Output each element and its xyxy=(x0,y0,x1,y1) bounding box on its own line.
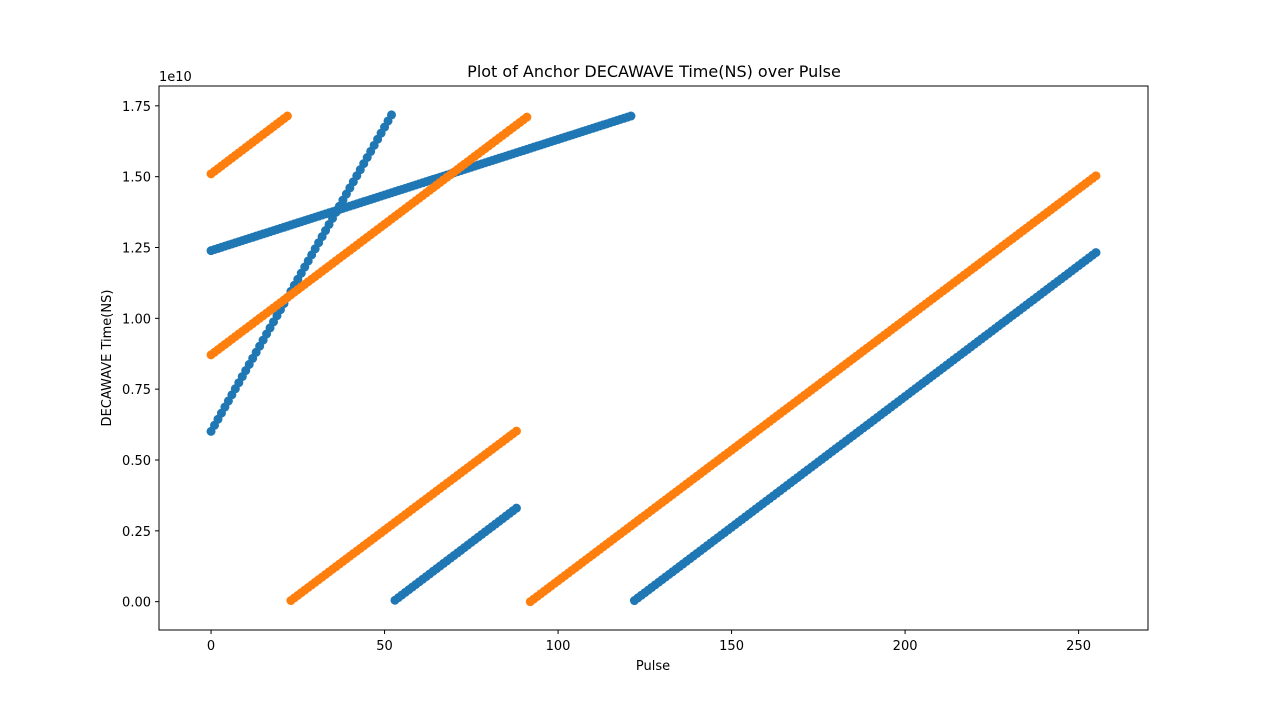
series-1-points xyxy=(206,111,1101,607)
y-axis-label: DECAWAVE Time(NS) xyxy=(100,290,115,427)
x-tick-label: 250 xyxy=(1066,639,1091,654)
data-point xyxy=(522,112,532,122)
y-tick-label: 1.25 xyxy=(122,242,151,257)
x-axis-label: Pulse xyxy=(636,659,670,674)
x-tick-label: 100 xyxy=(546,639,571,654)
plot-frame xyxy=(158,85,1149,631)
x-tick-label: 50 xyxy=(376,639,393,654)
y-tick-label: 0.00 xyxy=(122,596,151,611)
y-tick-label: 0.75 xyxy=(122,383,151,398)
data-point xyxy=(511,426,521,436)
series-0-points xyxy=(206,110,1101,606)
data-point xyxy=(626,111,636,121)
ticks-layer: 0 50 100 150 200 250 0.00 0.25 0.50 0.75 1.00 1.25 1… xyxy=(122,100,1091,654)
y-tick-label: 1.50 xyxy=(122,171,151,186)
y-tick-label: 1.00 xyxy=(122,312,151,327)
data-point xyxy=(511,503,521,513)
y-tick-label: 0.25 xyxy=(122,525,151,540)
points-layer xyxy=(206,110,1101,607)
x-tick-label: 200 xyxy=(893,639,918,654)
data-point xyxy=(1091,171,1101,181)
y-tick-label: 0.50 xyxy=(122,454,151,469)
x-tick-label: 0 xyxy=(207,639,215,654)
data-point xyxy=(282,111,292,121)
y-offset-text: 1e10 xyxy=(159,70,192,85)
chart-title: Plot of Anchor DECAWAVE Time(NS) over Pu… xyxy=(467,62,841,81)
x-tick-label: 150 xyxy=(719,639,744,654)
y-tick-label: 1.75 xyxy=(122,100,151,115)
data-point xyxy=(387,110,396,120)
data-point xyxy=(1091,248,1101,258)
